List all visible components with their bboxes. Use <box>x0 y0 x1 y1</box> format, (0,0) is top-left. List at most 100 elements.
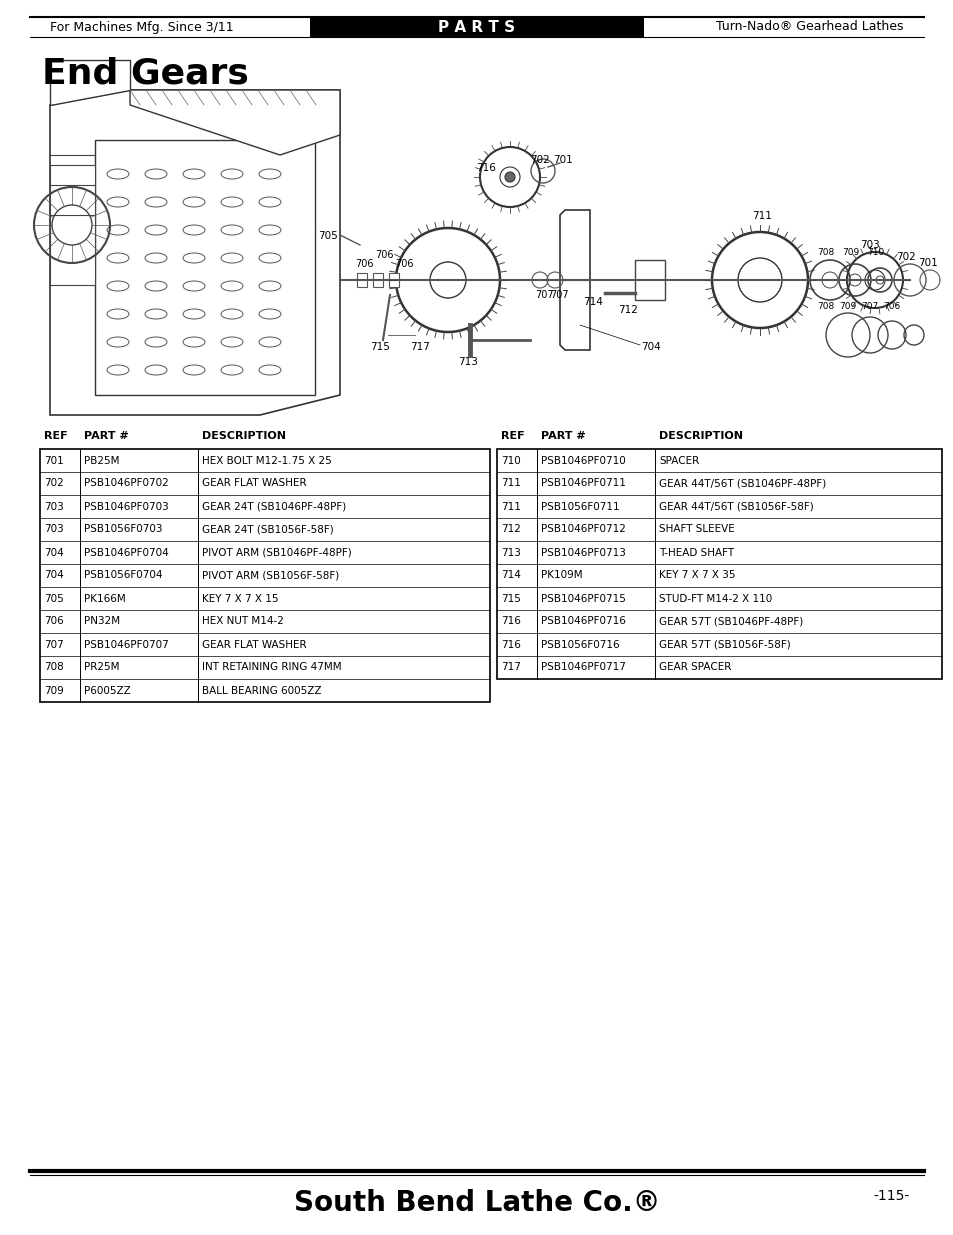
Text: 705: 705 <box>318 231 337 241</box>
Text: PSB1046PF0710: PSB1046PF0710 <box>540 456 625 466</box>
Text: 701: 701 <box>917 258 937 268</box>
Text: PART #: PART # <box>84 431 129 441</box>
Polygon shape <box>50 90 339 415</box>
Text: GEAR 24T (SB1046PF-48PF): GEAR 24T (SB1046PF-48PF) <box>202 501 346 511</box>
Ellipse shape <box>258 225 281 235</box>
Text: DESCRIPTION: DESCRIPTION <box>202 431 286 441</box>
Text: PIVOT ARM (SB1046PF-48PF): PIVOT ARM (SB1046PF-48PF) <box>202 547 352 557</box>
Text: T-HEAD SHAFT: T-HEAD SHAFT <box>659 547 734 557</box>
Text: DESCRIPTION: DESCRIPTION <box>659 431 742 441</box>
Text: KEY 7 X 7 X 15: KEY 7 X 7 X 15 <box>202 594 278 604</box>
Text: PB25M: PB25M <box>84 456 119 466</box>
Ellipse shape <box>221 198 243 207</box>
Ellipse shape <box>221 282 243 291</box>
Text: REF: REF <box>44 431 68 441</box>
Polygon shape <box>559 210 589 350</box>
Text: 709: 709 <box>839 303 856 311</box>
Text: 706: 706 <box>882 303 900 311</box>
Text: 714: 714 <box>500 571 520 580</box>
Text: PART #: PART # <box>540 431 585 441</box>
Text: 701: 701 <box>553 156 572 165</box>
Text: 707: 707 <box>44 640 64 650</box>
Text: PSB1056F0716: PSB1056F0716 <box>540 640 619 650</box>
Text: 706: 706 <box>375 249 393 261</box>
Text: 716: 716 <box>500 616 520 626</box>
Bar <box>50 165 95 285</box>
Ellipse shape <box>221 169 243 179</box>
Ellipse shape <box>183 169 205 179</box>
Text: 702: 702 <box>895 252 915 262</box>
Text: 707: 707 <box>535 290 553 300</box>
Ellipse shape <box>107 169 129 179</box>
Ellipse shape <box>107 337 129 347</box>
Bar <box>95 140 314 395</box>
Text: PSB1046PF0704: PSB1046PF0704 <box>84 547 169 557</box>
Ellipse shape <box>107 253 129 263</box>
Ellipse shape <box>145 253 167 263</box>
Text: 702: 702 <box>530 156 549 165</box>
Text: 709: 709 <box>44 685 64 695</box>
Text: PSB1046PF0715: PSB1046PF0715 <box>540 594 625 604</box>
Text: 706: 706 <box>355 259 374 269</box>
Ellipse shape <box>183 225 205 235</box>
Text: 715: 715 <box>500 594 520 604</box>
Ellipse shape <box>107 282 129 291</box>
Ellipse shape <box>145 225 167 235</box>
Text: 704: 704 <box>44 547 64 557</box>
Text: PSB1046PF0713: PSB1046PF0713 <box>540 547 625 557</box>
Ellipse shape <box>145 169 167 179</box>
Text: 712: 712 <box>618 305 638 315</box>
Text: 708: 708 <box>817 303 834 311</box>
Text: BALL BEARING 6005ZZ: BALL BEARING 6005ZZ <box>202 685 321 695</box>
Text: P A R T S: P A R T S <box>438 20 515 35</box>
Text: 705: 705 <box>44 594 64 604</box>
Text: PSB1046PF0702: PSB1046PF0702 <box>84 478 169 489</box>
Text: HEX NUT M14-2: HEX NUT M14-2 <box>202 616 284 626</box>
Text: PSB1046PF0711: PSB1046PF0711 <box>540 478 625 489</box>
Text: PSB1056F0711: PSB1056F0711 <box>540 501 619 511</box>
Text: GEAR FLAT WASHER: GEAR FLAT WASHER <box>202 478 306 489</box>
Ellipse shape <box>258 198 281 207</box>
Text: South Bend Lathe Co.®: South Bend Lathe Co.® <box>294 1189 659 1216</box>
Ellipse shape <box>221 337 243 347</box>
Ellipse shape <box>107 225 129 235</box>
Text: PIVOT ARM (SB1056F-58F): PIVOT ARM (SB1056F-58F) <box>202 571 339 580</box>
Bar <box>40 450 490 701</box>
Text: 710: 710 <box>500 456 520 466</box>
Ellipse shape <box>183 337 205 347</box>
Ellipse shape <box>145 337 167 347</box>
Bar <box>373 273 382 287</box>
Polygon shape <box>50 61 130 105</box>
Ellipse shape <box>258 337 281 347</box>
Text: 714: 714 <box>582 296 602 308</box>
Ellipse shape <box>183 253 205 263</box>
Ellipse shape <box>258 366 281 375</box>
Ellipse shape <box>183 282 205 291</box>
Text: 704: 704 <box>44 571 64 580</box>
Ellipse shape <box>145 198 167 207</box>
Text: PN32M: PN32M <box>84 616 120 626</box>
Text: 706: 706 <box>395 259 413 269</box>
Text: 711: 711 <box>500 478 520 489</box>
Text: PR25M: PR25M <box>84 662 119 673</box>
Bar <box>310 17 643 37</box>
Ellipse shape <box>183 198 205 207</box>
Ellipse shape <box>258 253 281 263</box>
Text: 713: 713 <box>457 357 477 367</box>
Text: For Machines Mfg. Since 3/11: For Machines Mfg. Since 3/11 <box>50 21 233 33</box>
Text: GEAR FLAT WASHER: GEAR FLAT WASHER <box>202 640 306 650</box>
Text: PSB1046PF0717: PSB1046PF0717 <box>540 662 625 673</box>
Text: PSB1046PF0712: PSB1046PF0712 <box>540 525 625 535</box>
Text: PSB1056F0704: PSB1056F0704 <box>84 571 162 580</box>
Text: 708: 708 <box>44 662 64 673</box>
Text: GEAR 44T/56T (SB1056F-58F): GEAR 44T/56T (SB1056F-58F) <box>659 501 813 511</box>
Text: -115-: -115- <box>873 1189 909 1203</box>
Ellipse shape <box>107 366 129 375</box>
Text: PSB1046PF0716: PSB1046PF0716 <box>540 616 625 626</box>
Text: 709: 709 <box>841 248 859 257</box>
Text: SHAFT SLEEVE: SHAFT SLEEVE <box>659 525 734 535</box>
Ellipse shape <box>145 366 167 375</box>
Text: 716: 716 <box>476 163 496 173</box>
Ellipse shape <box>221 253 243 263</box>
Text: REF: REF <box>500 431 524 441</box>
